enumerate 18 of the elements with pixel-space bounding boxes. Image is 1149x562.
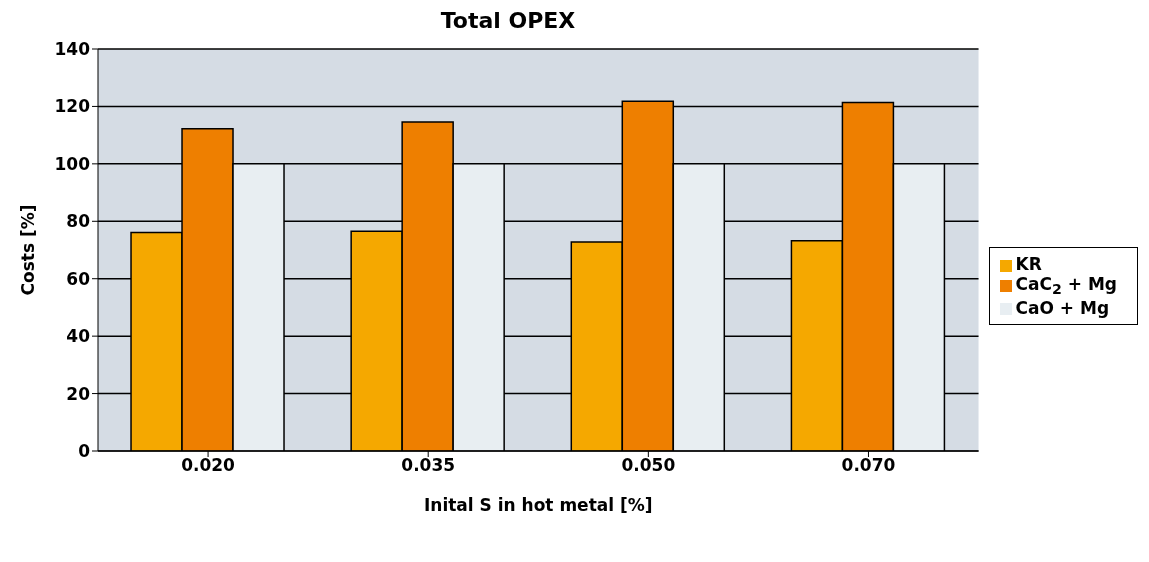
y-tick-label: 40 [66, 326, 91, 347]
x-tick-label: 0.070 [841, 455, 896, 476]
x-axis-title: Inital S in hot metal [%] [423, 495, 653, 515]
y-tick-label: 140 [54, 39, 91, 60]
y-tick-label: 80 [66, 211, 91, 232]
legend-label: CaO + Mg [1015, 297, 1110, 318]
y-tick-label: 20 [66, 383, 91, 404]
legend-label: CaC$_{2}$ + Mg [1015, 274, 1117, 298]
y-tick-label: 120 [54, 96, 91, 117]
x-tick-label: 0.020 [181, 455, 236, 476]
y-tick-label: 60 [66, 268, 91, 289]
legend-label: KR [1015, 254, 1042, 275]
chart-title: Total OPEX [439, 8, 577, 33]
x-tick-label: 0.035 [401, 455, 456, 476]
y-tick-label: 100 [54, 153, 91, 174]
y-tick-label: 0 [78, 441, 91, 462]
x-tick-label: 0.050 [621, 455, 676, 476]
y-axis-title: Costs [%] [18, 204, 39, 296]
